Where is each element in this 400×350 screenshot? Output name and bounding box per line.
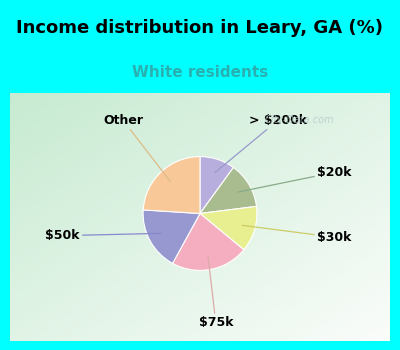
Wedge shape <box>143 210 200 263</box>
Text: > $200k: > $200k <box>215 114 307 173</box>
Wedge shape <box>200 167 256 214</box>
Text: $20k: $20k <box>238 166 352 192</box>
Wedge shape <box>200 206 257 250</box>
Wedge shape <box>200 156 234 214</box>
Wedge shape <box>143 156 200 214</box>
Text: $50k: $50k <box>45 229 161 242</box>
Text: $75k: $75k <box>198 257 233 329</box>
Text: City-Data.com: City-Data.com <box>264 116 334 125</box>
Text: White residents: White residents <box>132 65 268 80</box>
Text: $30k: $30k <box>242 225 351 244</box>
Wedge shape <box>172 214 244 271</box>
Text: Other: Other <box>103 114 170 181</box>
Text: Income distribution in Leary, GA (%): Income distribution in Leary, GA (%) <box>16 19 384 37</box>
